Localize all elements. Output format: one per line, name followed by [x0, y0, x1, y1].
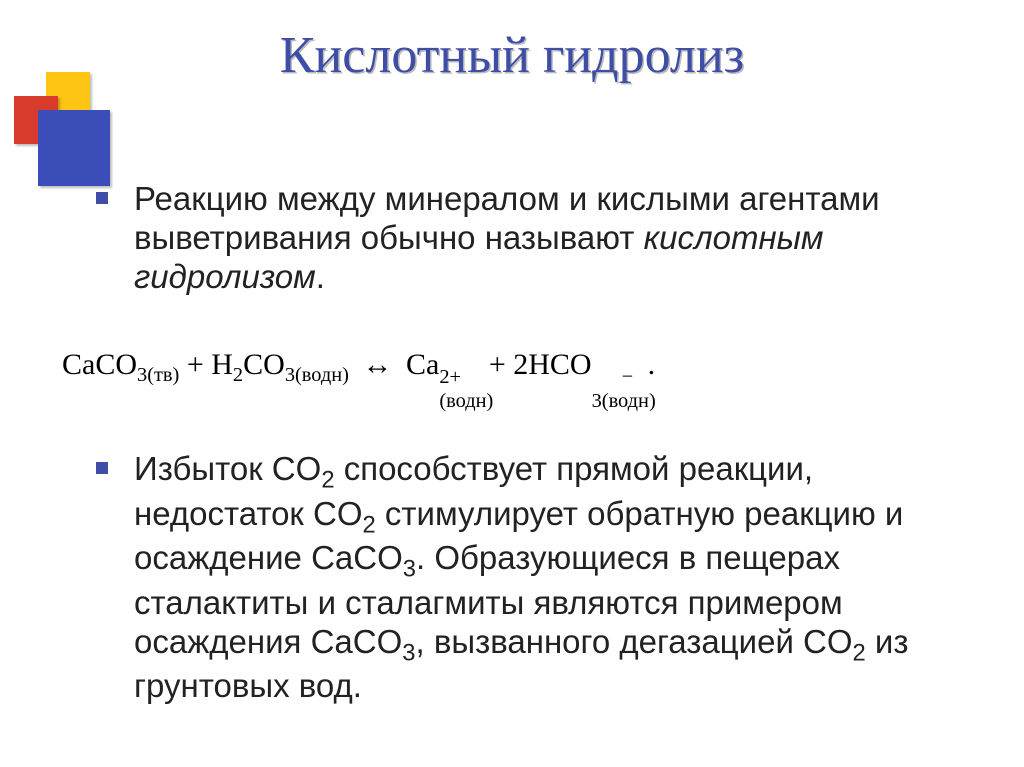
eq-rhs1: Ca	[406, 348, 439, 381]
slide-title: Кислотный гидролиз	[0, 26, 1024, 85]
p2-sub-2: 2	[363, 511, 376, 538]
p2-sub-1: 2	[321, 467, 334, 494]
eq-plus2: +	[489, 348, 513, 381]
eq-rhs2-sup: −	[622, 366, 634, 389]
p2-e: , вызванного дегазацией CO	[416, 623, 853, 660]
eq-lhs2b: CO	[243, 348, 285, 381]
p2-a: Избыток CO	[134, 450, 321, 487]
eq-arrow: ↔	[362, 348, 392, 382]
p2-sub-4: 3	[402, 639, 415, 666]
eq-lhs1-sub: 3(тв)	[137, 364, 179, 386]
para1-text-end: .	[316, 258, 325, 295]
logo-squares	[14, 72, 104, 182]
p2-sub-3: 3	[403, 556, 416, 583]
eq-lhs2a: H	[211, 348, 233, 381]
body-block-1: Реакцию между минералом и кислыми агента…	[120, 180, 974, 321]
bullet-icon	[96, 462, 108, 474]
body-block-2: Избыток CO2 способствует прямой реакции,…	[120, 450, 974, 730]
eq-lhs2-sub2: 3(водн)	[285, 364, 349, 386]
chemical-equation: CaCO3(тв) + H2CO3(водн) ↔ Ca2+(водн) + 2…	[62, 348, 655, 387]
paragraph-1: Реакцию между минералом и кислыми агента…	[120, 180, 974, 297]
bullet-icon	[96, 192, 108, 204]
eq-rhs2: HCO	[528, 348, 591, 381]
eq-lhs1: CaCO	[62, 348, 137, 381]
p2-sub-5: 2	[853, 639, 866, 666]
eq-rhs1-sub: (водн)	[439, 390, 493, 413]
logo-blue-square	[38, 110, 110, 186]
paragraph-2: Избыток CO2 способствует прямой реакции,…	[120, 450, 974, 706]
eq-plus1: +	[179, 348, 211, 381]
eq-end: .	[648, 348, 656, 381]
eq-rhs2-sub: 3(водн)	[592, 390, 656, 413]
eq-rhs1-sup: 2+	[439, 366, 461, 389]
eq-rhs2-coef: 2	[513, 348, 528, 381]
eq-lhs2-sub1: 2	[233, 364, 243, 386]
